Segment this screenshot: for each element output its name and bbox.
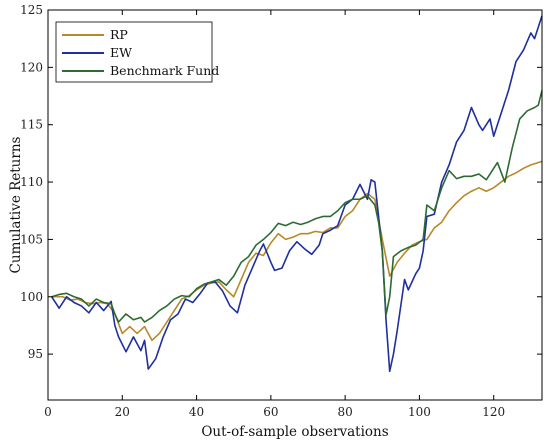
y-tick-label-5: 120 bbox=[20, 60, 43, 74]
y-tick-label-4: 115 bbox=[20, 118, 43, 132]
tick-layer: 0 20 40 60 80 100 120 95 100 105 110 115 120 125 bbox=[20, 3, 542, 419]
x-tick-label-4: 80 bbox=[338, 405, 353, 419]
x-tick-label-5: 100 bbox=[408, 405, 431, 419]
x-tick-label-2: 40 bbox=[189, 405, 204, 419]
x-tick-label-6: 120 bbox=[482, 405, 505, 419]
y-tick-label-3: 110 bbox=[20, 175, 43, 189]
x-tick-label-1: 20 bbox=[115, 405, 130, 419]
legend-entry-1: EW bbox=[110, 45, 132, 60]
y-tick-label-6: 125 bbox=[20, 3, 43, 17]
series-line-0 bbox=[51, 160, 543, 342]
y-tick-label-1: 100 bbox=[20, 290, 43, 304]
legend: RP EW Benchmark Fund bbox=[55, 21, 219, 83]
x-tick-label-0: 0 bbox=[44, 405, 52, 419]
y-tick-label-0: 95 bbox=[28, 347, 43, 361]
y-axis-label: Cumulative Returns bbox=[8, 136, 24, 273]
plot-frame bbox=[47, 9, 543, 401]
legend-entry-2: Benchmark Fund bbox=[110, 63, 219, 78]
x-tick-label-3: 60 bbox=[263, 405, 278, 419]
series-line-1 bbox=[51, 15, 543, 373]
series-layer bbox=[51, 15, 543, 373]
series-line-2 bbox=[51, 90, 543, 323]
y-tick-label-2: 105 bbox=[20, 232, 43, 246]
x-axis-label: Out-of-sample observations bbox=[201, 424, 388, 440]
legend-entry-0: RP bbox=[110, 27, 128, 42]
